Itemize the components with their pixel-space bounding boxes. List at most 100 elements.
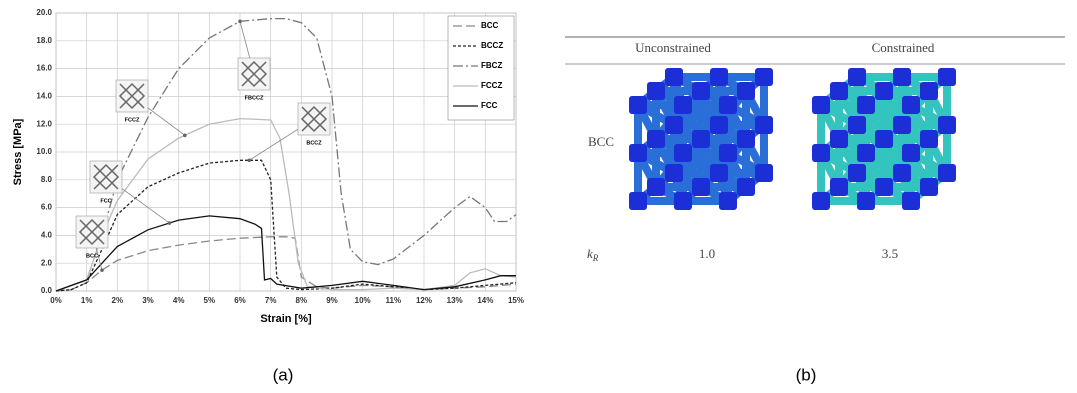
node [737,82,755,100]
annotation-label: BCCZ [306,140,322,146]
x-tick-label: 6% [234,296,246,305]
node [812,144,830,162]
node [674,144,692,162]
node [647,178,665,196]
node [647,130,665,148]
x-tick-label: 4% [173,296,185,305]
x-tick-label: 7% [265,296,277,305]
node [902,192,920,210]
x-tick-label: 0% [50,296,62,305]
column-header: Constrained [872,40,935,55]
node [665,68,683,86]
x-tick-label: 10% [355,296,371,305]
x-tick-label: 2% [112,296,124,305]
node [674,96,692,114]
node [875,130,893,148]
node [629,96,647,114]
y-tick-label: 16.0 [36,64,52,73]
node [830,82,848,100]
legend-label: BCCZ [481,41,503,50]
y-tick-label: 18.0 [36,36,52,45]
node [665,164,683,182]
node [719,96,737,114]
node [902,144,920,162]
node [848,164,866,182]
subscript: R [592,253,599,263]
node [920,178,938,196]
x-tick-label: 5% [204,296,216,305]
node [848,68,866,86]
node [857,96,875,114]
legend-label: FBCZ [481,61,502,70]
node [719,144,737,162]
y-tick-label: 12.0 [36,119,52,128]
node [737,130,755,148]
annotation-label: FBCCZ [245,95,264,101]
y-tick-label: 0.0 [41,286,53,295]
column-header: Unconstrained [635,40,711,55]
table-cell: 3.5 [882,246,898,261]
node [875,178,893,196]
node [755,116,773,134]
node [629,192,647,210]
node [710,116,728,134]
y-tick-label: 10.0 [36,147,52,156]
legend-label: FCC [481,101,498,110]
node [830,130,848,148]
y-tick-label: 4.0 [41,231,53,240]
lattice-image [629,68,773,210]
x-tick-label: 14% [477,296,493,305]
row-label: kR [587,246,599,263]
y-tick-label: 14.0 [36,92,52,101]
node [665,116,683,134]
figure: (a) (b) Unconstrained Constrained BCC kR… [0,0,1077,388]
node [629,144,647,162]
x-tick-label: 12% [416,296,432,305]
node [920,82,938,100]
arrow-head [238,20,242,24]
arrow-head [168,221,172,225]
lattice-image [812,68,956,210]
node [710,68,728,86]
y-tick-label: 2.0 [41,258,53,267]
annotation-label: FCCZ [125,117,140,123]
node [812,96,830,114]
node [920,130,938,148]
y-axis-label: Stress [MPa] [12,118,24,185]
node [719,192,737,210]
x-tick-label: 11% [386,296,402,305]
x-tick-label: 1% [81,296,93,305]
arrow-head [100,268,104,272]
node [938,116,956,134]
node [755,164,773,182]
x-tick-label: 9% [326,296,338,305]
caption: (b) [796,365,817,384]
x-axis-label: Strain [%] [260,313,312,325]
node [812,192,830,210]
x-tick-label: 13% [447,296,463,305]
node [893,116,911,134]
node [830,178,848,196]
arrow-head [247,159,251,163]
row-label: BCC [588,134,614,149]
node [647,82,665,100]
legend-label: BCC [481,21,499,30]
node [848,116,866,134]
x-tick-label: 8% [296,296,308,305]
x-tick-label: 3% [142,296,154,305]
x-tick-label: 15% [508,296,524,305]
table-cell: 1.0 [699,246,715,261]
annotation-label: BCC [86,253,98,259]
node [938,68,956,86]
legend-label: FCCZ [481,81,502,90]
node [692,130,710,148]
node [893,164,911,182]
node [902,96,920,114]
node [893,68,911,86]
node [938,164,956,182]
node [857,192,875,210]
node [737,178,755,196]
node [875,82,893,100]
y-tick-label: 8.0 [41,175,53,184]
node [674,192,692,210]
